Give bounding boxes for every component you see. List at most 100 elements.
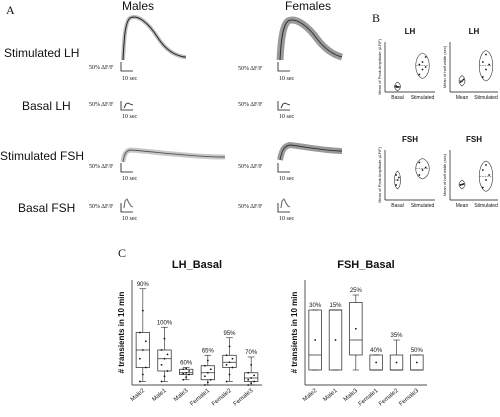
box-category-label: Male3: [173, 388, 190, 404]
box-point: [185, 367, 188, 370]
violin-point: [398, 86, 400, 88]
box-point: [163, 357, 166, 360]
box-category-label: Female1: [189, 388, 211, 408]
violin-y-label: Mean of half width (sec): [442, 153, 447, 196]
panel-c-box-charts: LH_Basal # transients in 10 min 90% Male2 10…: [117, 259, 427, 408]
box-category-label: Female2: [211, 388, 233, 408]
box-point: [354, 327, 357, 330]
violin-point: [481, 76, 484, 78]
scale-bar-female-stim-fsh: [277, 163, 290, 173]
violin-category-label: Mean: [456, 203, 469, 209]
box-point: [247, 378, 250, 381]
box-chart-2: FSH_Basal # transients in 10 min 30% Male2 1…: [290, 259, 427, 408]
violin-point: [418, 73, 421, 76]
violin-point: [395, 174, 397, 176]
violin-title: FSH: [402, 135, 418, 144]
violin-point: [395, 85, 397, 87]
box-point: [138, 380, 141, 383]
box-point: [314, 339, 317, 341]
violin-shape: [478, 160, 494, 192]
box-point: [203, 364, 206, 367]
box-point: [225, 354, 228, 357]
violin-shape: [394, 81, 401, 92]
box-point: [225, 363, 228, 366]
violin-point: [459, 81, 462, 83]
violin-title: FSH: [466, 135, 482, 144]
box-percent-label: 30%: [309, 303, 322, 309]
violin-point: [462, 78, 465, 81]
box-point: [138, 331, 141, 334]
time-label-female-stim-lh: 10 sec: [279, 76, 294, 82]
trace-male-basal-fsh: [123, 198, 134, 209]
box-point: [250, 382, 253, 385]
column-header-females: Females: [285, 0, 331, 13]
box-point: [182, 372, 185, 375]
violin-point: [421, 169, 424, 171]
box-percent-label: 65%: [202, 348, 215, 354]
box-point: [160, 380, 163, 383]
row-label-stimulated-fsh: Stimulated FSH: [0, 149, 84, 163]
box-percent-label: 90%: [137, 282, 150, 288]
box-point: [160, 349, 163, 351]
box-point: [141, 309, 144, 312]
time-label-female-basal-lh: 10 sec: [279, 114, 294, 120]
box-point: [182, 368, 185, 371]
box-point: [334, 339, 337, 341]
violin-category-label: Basal: [391, 203, 404, 209]
box-point: [203, 375, 206, 378]
box-point: [206, 381, 209, 384]
box-point: [395, 361, 398, 364]
time-label-male-basal-fsh: 10 sec: [122, 216, 137, 222]
scale-bar-male-basal-fsh: [120, 203, 133, 213]
scale-label-female-stim-fsh: 50% ΔF/F: [238, 164, 263, 170]
box-point: [209, 368, 212, 371]
trace-female-stim-fsh: [279, 144, 342, 161]
box-point: [247, 384, 250, 386]
box-category-label: Female3: [398, 388, 420, 408]
violin-chart-2: LH Mean of half width (sec) Mean Stimulated: [442, 27, 498, 101]
box-title: FSH_Basal: [337, 259, 394, 271]
box-point: [375, 361, 378, 364]
box-y-label: # transients in 10 min: [290, 291, 299, 373]
violin-point: [481, 186, 484, 189]
trace-band-female-stim-lh: [276, 16, 343, 61]
violin-point: [461, 183, 463, 186]
box-category-label: Female3: [233, 388, 255, 408]
box-percent-label: 60%: [180, 361, 193, 367]
box-percent-label: 15%: [329, 303, 342, 309]
violin-point: [418, 161, 421, 164]
violin-point: [488, 63, 491, 66]
scale-label-male-stim-lh: 50% ΔF/F: [89, 65, 114, 71]
violin-point: [421, 61, 424, 63]
time-label-female-basal-fsh: 10 sec: [279, 216, 294, 222]
box-point: [225, 380, 228, 383]
box-percent-label: 35%: [390, 333, 403, 339]
box-point: [231, 357, 234, 360]
violin-point: [485, 179, 487, 181]
violin-category-label: Stimulated: [474, 203, 498, 209]
row-label-stimulated-lh: Stimulated LH: [4, 46, 79, 60]
violin-point: [396, 179, 399, 181]
box-chart-1: LH_Basal # transients in 10 min 90% Male2 10…: [117, 259, 262, 408]
violin-point: [481, 61, 484, 63]
box-point: [250, 377, 253, 379]
box-point: [166, 370, 169, 372]
box-point: [206, 359, 209, 362]
panel-letter-a: A: [6, 3, 15, 17]
time-label-male-stim-lh: 10 sec: [122, 76, 137, 82]
violin-title: LH: [469, 27, 480, 36]
box-title: LH_Basal: [172, 259, 222, 271]
box-point: [188, 373, 191, 376]
violin-category-label: Stimulated: [411, 95, 435, 101]
trace-male-basal-lh: [123, 102, 134, 109]
scale-label-male-basal-lh: 50% ΔF/F: [89, 102, 114, 108]
box-point: [138, 357, 141, 360]
violin-shape: [478, 50, 494, 82]
box-percent-label: 100%: [157, 320, 173, 326]
panel-b-violin-charts: LH Mean of Peak Amplitude (ΔF/F) Basal Stim…: [377, 27, 498, 209]
scale-bar-male-stim-fsh: [120, 163, 133, 173]
violin-point: [418, 174, 421, 176]
trace-male-stim-lh: [122, 16, 186, 61]
violin-point: [488, 174, 491, 176]
